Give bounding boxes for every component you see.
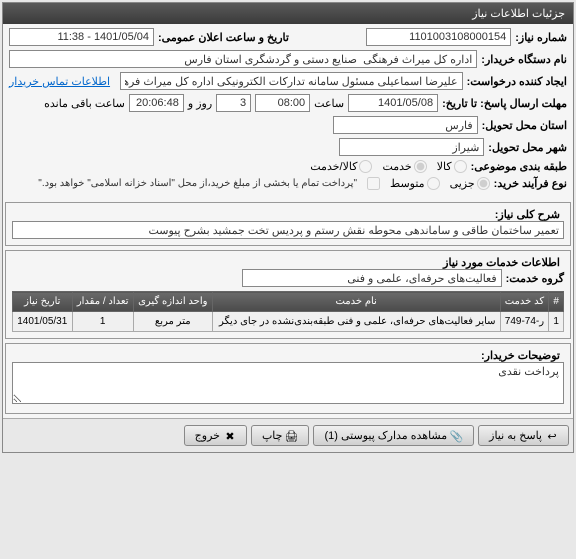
need-number-label: شماره نیاز: [515,31,567,44]
form-body: شماره نیاز: تاریخ و ساعت اعلان عمومی: نا… [3,24,573,198]
treasury-check[interactable]: "پرداخت تمام یا بخشی از مبلغ خرید،از محل… [38,177,380,190]
service-group-field [242,269,502,287]
row-deadline: مهلت ارسال پاسخ: تا تاریخ: ساعت روز و سا… [9,94,567,112]
radio-goods-input [454,160,467,173]
reply-button-label: پاسخ به نیاز [489,429,542,442]
radio-medium[interactable]: متوسط [390,177,440,190]
category-label: طبقه بندی موضوعی: [471,160,567,173]
panel-title: جزئیات اطلاعات نیاز [3,3,573,24]
purchase-type-radio-group: جزیی متوسط [390,177,490,190]
remaining-label: ساعت باقی مانده [44,97,125,110]
table-row: 1 ر-74-749 سایر فعالیت‌های حرفه‌ای، علمی… [13,312,564,332]
city-field [339,138,484,156]
th-name: نام خدمت [212,292,500,312]
days-remaining-field [216,94,251,112]
desc-legend: شرح کلی نیاز: [491,208,564,221]
deadline-label: مهلت ارسال پاسخ: تا تاریخ: [442,97,567,110]
attachment-icon: 📎 [451,430,463,442]
buyer-notes-field [12,362,564,404]
reply-icon: ↩ [546,430,558,442]
details-panel: جزئیات اطلاعات نیاز شماره نیاز: تاریخ و … [2,2,574,453]
row-need-number: شماره نیاز: تاریخ و ساعت اعلان عمومی: [9,28,567,46]
province-field [333,116,478,134]
print-icon: 🖨 [286,430,298,442]
radio-small[interactable]: جزیی [450,177,490,190]
deadline-date-field [348,94,438,112]
deadline-time-field [255,94,310,112]
radio-both-input [359,160,372,173]
purchase-type-label: نوع فرآیند خرید: [494,177,567,190]
button-row: ↩ پاسخ به نیاز 📎 مشاهده مدارک پیوستی (1)… [3,418,573,452]
th-idx: # [549,292,564,312]
row-buyer-org: نام دستگاه خریدار: [9,50,567,68]
fieldset-services: اطلاعات خدمات مورد نیاز گروه خدمت: # کد … [5,250,571,339]
province-label: استان محل تحویل: [482,119,567,132]
print-button-label: چاپ [262,429,283,442]
row-requester: ایجاد کننده درخواست: اطلاعات تماس خریدار [9,72,567,90]
countdown-field [129,94,184,112]
th-date: تاریخ نیاز [13,292,73,312]
announce-field [9,28,154,46]
buyer-org-label: نام دستگاه خریدار: [481,53,567,66]
city-label: شهر محل تحویل: [488,141,567,154]
radio-both[interactable]: کالا/خدمت [310,160,372,173]
service-group-label: گروه خدمت: [506,272,564,285]
table-header-row: # کد خدمت نام خدمت واحد اندازه گیری تعدا… [13,292,564,312]
radio-medium-input [427,177,440,190]
treasury-check-input [367,177,380,190]
row-city: شهر محل تحویل: [9,138,567,156]
services-legend: اطلاعات خدمات مورد نیاز [439,256,564,269]
td-name: سایر فعالیت‌های حرفه‌ای، علمی و فنی طبقه… [212,312,500,332]
exit-button-label: خروج [195,429,220,442]
td-date: 1401/05/31 [13,312,73,332]
reply-button[interactable]: ↩ پاسخ به نیاز [478,425,569,446]
td-unit: متر مربع [133,312,212,332]
row-service-group: گروه خدمت: [12,269,564,287]
td-idx: 1 [549,312,564,332]
radio-goods[interactable]: کالا [437,160,467,173]
th-unit: واحد اندازه گیری [133,292,212,312]
services-table: # کد خدمت نام خدمت واحد اندازه گیری تعدا… [12,291,564,332]
buyer-notes-legend: توضیحات خریدار: [477,349,564,362]
td-qty: 1 [72,312,133,332]
time-label-1: ساعت [314,97,344,110]
category-radio-group: کالا خدمت کالا/خدمت [310,160,466,173]
announce-label: تاریخ و ساعت اعلان عمومی: [158,31,289,44]
attachments-button-label: مشاهده مدارک پیوستی (1) [324,429,447,442]
radio-small-input [477,177,490,190]
radio-medium-label: متوسط [390,177,425,190]
radio-service[interactable]: خدمت [382,160,426,173]
print-button[interactable]: 🖨 چاپ [251,425,310,446]
radio-both-label: کالا/خدمت [310,160,357,173]
exit-button[interactable]: ✖ خروج [184,425,247,446]
th-code: کد خدمت [500,292,549,312]
requester-field [120,72,463,90]
radio-goods-label: کالا [437,160,452,173]
desc-field [12,221,564,239]
radio-service-label: خدمت [382,160,411,173]
td-code: ر-74-749 [500,312,549,332]
treasury-note: "پرداخت تمام یا بخشی از مبلغ خرید،از محل… [38,178,357,189]
days-label: روز و [188,97,212,110]
row-category: طبقه بندی موضوعی: کالا خدمت کالا/خدمت [9,160,567,173]
need-number-field [366,28,511,46]
th-qty: تعداد / مقدار [72,292,133,312]
exit-icon: ✖ [224,430,236,442]
attachments-button[interactable]: 📎 مشاهده مدارک پیوستی (1) [313,425,474,446]
row-province: استان محل تحویل: [9,116,567,134]
buyer-org-field [9,50,477,68]
row-purchase-type: نوع فرآیند خرید: جزیی متوسط "پرداخت تمام… [9,177,567,190]
buyer-contact-link[interactable]: اطلاعات تماس خریدار [9,75,110,88]
requester-label: ایجاد کننده درخواست: [467,75,567,88]
radio-small-label: جزیی [450,177,475,190]
radio-service-input [414,160,427,173]
fieldset-description: شرح کلی نیاز: [5,202,571,246]
fieldset-buyer-notes: توضیحات خریدار: [5,343,571,414]
